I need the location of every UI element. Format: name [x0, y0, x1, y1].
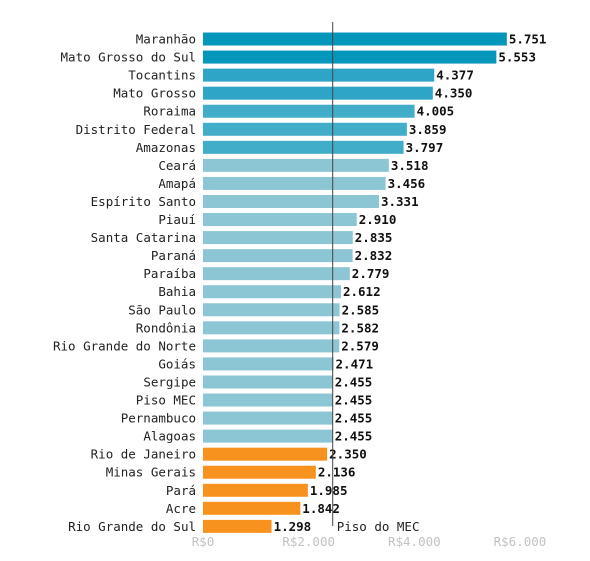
- value-label-18: 2.471: [336, 356, 374, 371]
- value-label-7: 3.518: [391, 158, 429, 173]
- value-label-21: 2.455: [335, 411, 373, 426]
- value-label-16: 2.582: [341, 320, 379, 335]
- category-label-24: Minas Gerais: [106, 465, 196, 480]
- category-label-21: Pernambuco: [121, 411, 196, 426]
- category-label-9: Espírito Santo: [91, 194, 196, 209]
- value-label-0: 5.751: [509, 32, 547, 47]
- bar-26: [203, 501, 301, 515]
- bar-22: [203, 429, 333, 443]
- bar-10: [203, 213, 357, 227]
- category-label-15: São Paulo: [128, 302, 196, 317]
- value-label-5: 3.859: [409, 122, 447, 137]
- bar-7: [203, 158, 389, 172]
- value-labels: 5.751 5.553 4.377 4.350 4.005 3.859 3.797 3.518…: [274, 32, 547, 534]
- bar-4: [203, 104, 415, 118]
- bar-15: [203, 303, 340, 317]
- value-label-3: 4.350: [435, 86, 473, 101]
- value-label-13: 2.779: [352, 266, 390, 281]
- category-label-6: Amazonas: [136, 140, 196, 155]
- category-label-5: Distrito Federal: [76, 122, 196, 137]
- value-label-9: 3.331: [381, 194, 419, 209]
- category-label-17: Rio Grande do Norte: [53, 338, 196, 353]
- bar-6: [203, 140, 404, 154]
- bar-25: [203, 483, 308, 497]
- bar-1: [203, 50, 497, 64]
- x-tick-label-3: R$6.000: [494, 534, 547, 549]
- category-label-8: Amapá: [158, 176, 196, 191]
- category-label-0: Maranhão: [136, 32, 196, 47]
- category-label-18: Goiás: [158, 356, 196, 371]
- x-tick-label-2: R$4.000: [388, 534, 441, 549]
- value-label-26: 1.842: [302, 501, 340, 516]
- category-label-27: Rio Grande do Sul: [68, 519, 196, 534]
- bar-18: [203, 357, 334, 371]
- category-label-25: Pará: [166, 483, 196, 498]
- bar-11: [203, 231, 353, 245]
- category-label-2: Tocantins: [128, 68, 196, 83]
- value-label-11: 2.835: [355, 230, 393, 245]
- value-label-2: 4.377: [436, 68, 474, 83]
- value-label-25: 1.985: [310, 483, 348, 498]
- bar-27: [203, 519, 272, 533]
- value-label-15: 2.585: [342, 302, 380, 317]
- value-label-24: 2.136: [318, 465, 356, 480]
- category-label-13: Paraíba: [143, 266, 196, 281]
- bar-3: [203, 86, 433, 100]
- value-label-8: 3.456: [388, 176, 426, 191]
- bar-12: [203, 249, 353, 263]
- value-label-4: 4.005: [417, 104, 455, 119]
- category-label-16: Rondônia: [136, 320, 196, 335]
- bar-21: [203, 411, 333, 425]
- value-label-20: 2.455: [335, 393, 373, 408]
- value-label-1: 5.553: [498, 50, 536, 65]
- x-tick-label-0: R$0: [192, 534, 215, 549]
- category-labels: Maranhão Mato Grosso do Sul Tocantins Mato …: [53, 32, 196, 534]
- bars: [203, 32, 507, 533]
- x-axis-ticks: R$0 R$2.000 R$4.000 R$6.000: [192, 534, 547, 549]
- bar-17: [203, 339, 340, 353]
- bar-14: [203, 285, 341, 299]
- x-tick-label-1: R$2.000: [282, 534, 335, 549]
- category-label-10: Piauí: [158, 212, 196, 227]
- bar-0: [203, 32, 507, 46]
- value-label-22: 2.455: [335, 429, 373, 444]
- bar-24: [203, 465, 316, 479]
- category-label-20: Piso MEC: [136, 393, 196, 408]
- value-label-23: 2.350: [329, 447, 367, 462]
- bar-13: [203, 267, 350, 281]
- category-label-14: Bahia: [158, 284, 196, 299]
- value-label-19: 2.455: [335, 374, 373, 389]
- category-label-22: Alagoas: [143, 429, 196, 444]
- value-label-12: 2.832: [355, 248, 393, 263]
- category-label-23: Rio de Janeiro: [91, 447, 196, 462]
- category-label-12: Paraná: [151, 248, 196, 263]
- value-label-17: 2.579: [341, 338, 379, 353]
- bar-8: [203, 176, 386, 190]
- bar-16: [203, 321, 340, 335]
- bar-2: [203, 68, 435, 82]
- bar-20: [203, 393, 333, 407]
- category-label-11: Santa Catarina: [91, 230, 196, 245]
- reference-line-label: Piso do MEC: [337, 519, 420, 534]
- category-label-1: Mato Grosso do Sul: [61, 50, 196, 65]
- bar-9: [203, 194, 379, 208]
- bar-5: [203, 122, 407, 136]
- category-label-7: Ceará: [158, 158, 196, 173]
- value-label-6: 3.797: [406, 140, 444, 155]
- category-label-3: Mato Grosso: [113, 86, 196, 101]
- value-label-10: 2.910: [359, 212, 397, 227]
- value-label-14: 2.612: [343, 284, 381, 299]
- value-label-27: 1.298: [274, 519, 312, 534]
- bar-19: [203, 375, 333, 389]
- bar-23: [203, 447, 328, 461]
- category-label-4: Roraima: [143, 104, 196, 119]
- category-label-26: Acre: [166, 501, 196, 516]
- category-label-19: Sergipe: [143, 374, 196, 389]
